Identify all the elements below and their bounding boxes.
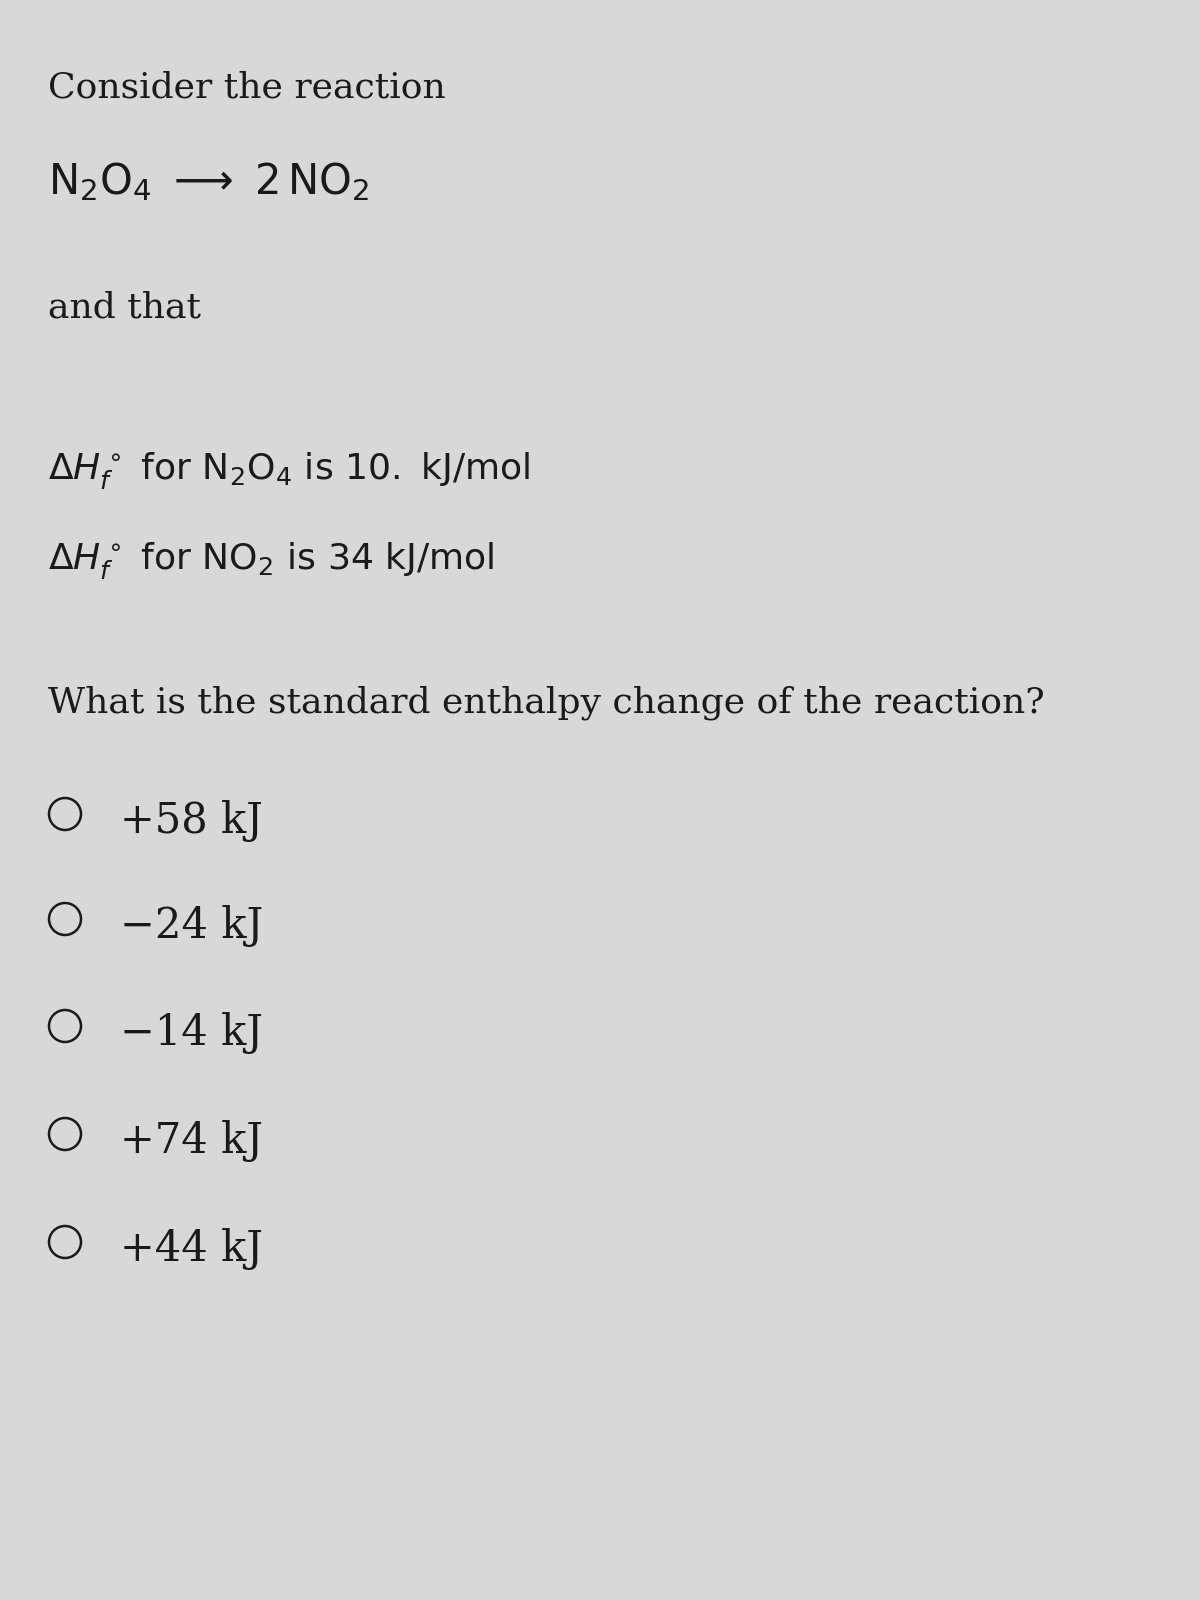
Text: $\mathrm{N_2O_4}$ $\longrightarrow$ $\mathrm{2\,NO_2}$: $\mathrm{N_2O_4}$ $\longrightarrow$ $\ma… (48, 160, 370, 203)
Text: −14 kJ: −14 kJ (120, 1013, 263, 1054)
Text: +58 kJ: +58 kJ (120, 800, 263, 842)
Text: and that: and that (48, 290, 202, 323)
Text: $\Delta H^\circ_f$ $\mathrm{for\ N_2O_4\ is\ 10.\ kJ/mol}$: $\Delta H^\circ_f$ $\mathrm{for\ N_2O_4\… (48, 450, 530, 491)
Text: +74 kJ: +74 kJ (120, 1120, 263, 1162)
Text: What is the standard enthalpy change of the reaction?: What is the standard enthalpy change of … (48, 685, 1045, 720)
Text: −24 kJ: −24 kJ (120, 906, 263, 947)
Text: +44 kJ: +44 kJ (120, 1229, 263, 1270)
Text: $\Delta H^\circ_f$ $\mathrm{for\ NO_2\ is\ 34\ kJ/mol}$: $\Delta H^\circ_f$ $\mathrm{for\ NO_2\ i… (48, 541, 494, 581)
Text: Consider the reaction: Consider the reaction (48, 70, 445, 104)
